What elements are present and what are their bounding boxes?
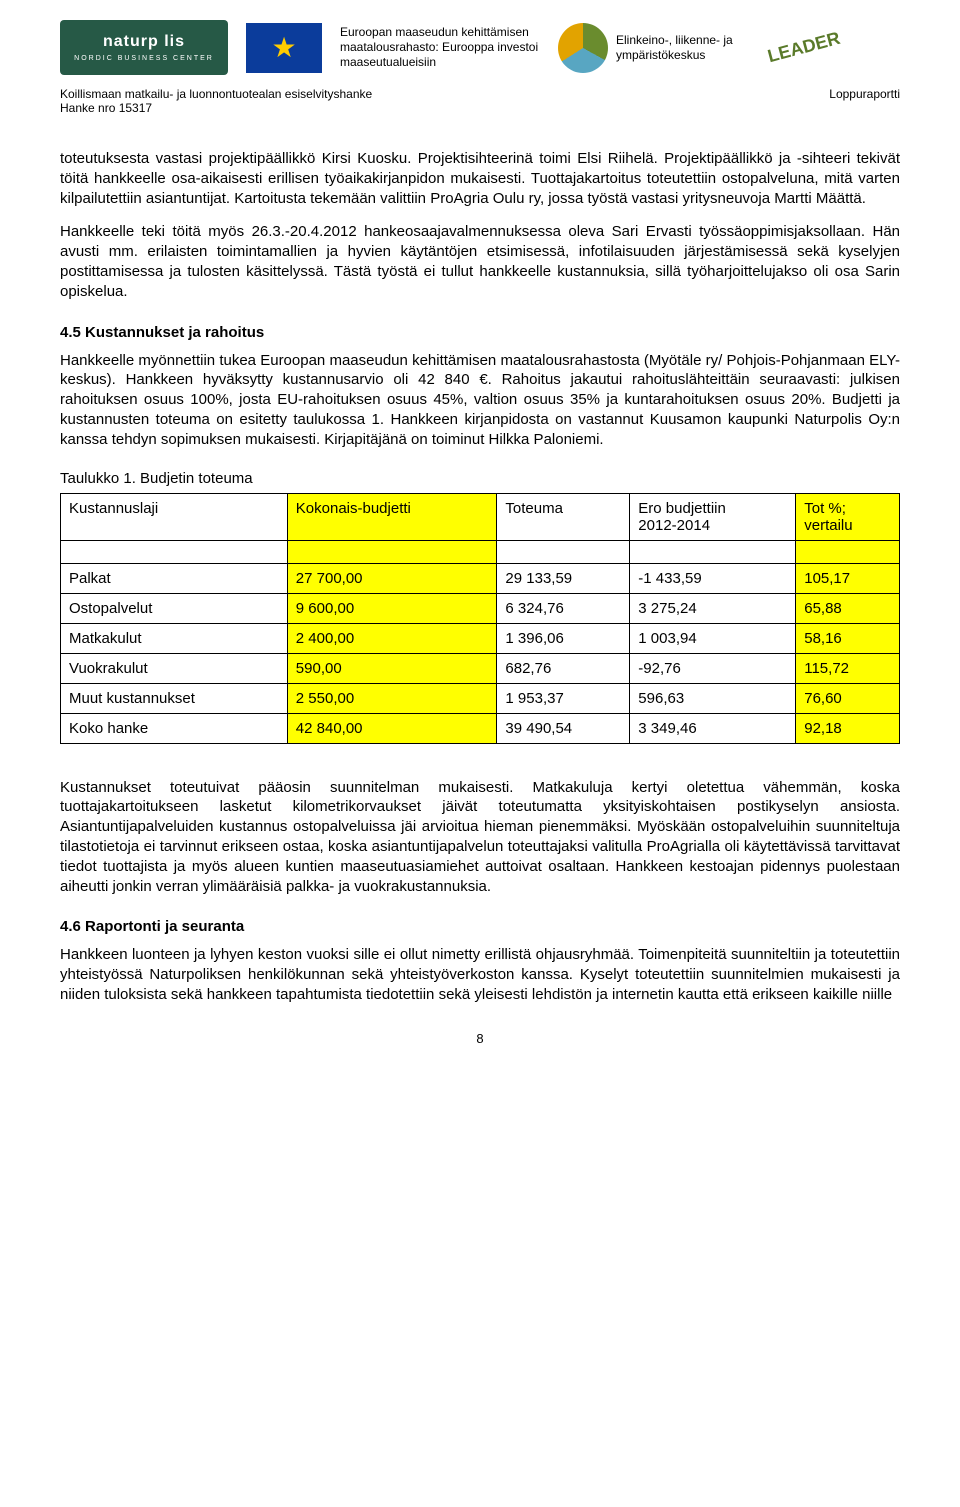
row-budget: 2 550,00 <box>287 683 497 713</box>
ely-swirl-icon <box>558 23 608 73</box>
row-diff: -92,76 <box>630 653 796 683</box>
logo-leader: LEADER <box>768 13 840 82</box>
row-pct: 115,72 <box>796 653 900 683</box>
col-kokonaisbudjetti: Kokonais-budjetti <box>287 493 497 540</box>
paragraph-2: Hankkeelle teki töitä myös 26.3.-20.4.20… <box>60 222 900 301</box>
subtitle-left: Koillismaan matkailu- ja luonnontuoteala… <box>60 87 372 115</box>
page-number: 8 <box>60 1031 900 1046</box>
paragraph-1: toteutuksesta vastasi projektipäällikkö … <box>60 149 900 208</box>
subtitle-left-line2: Hanke nro 15317 <box>60 101 372 115</box>
col-tot-pct: Tot %;vertailu <box>796 493 900 540</box>
table-row: Muut kustannukset2 550,001 953,37596,637… <box>61 683 900 713</box>
table-caption: Taulukko 1. Budjetin toteuma <box>60 470 900 487</box>
subtitle-right: Loppuraportti <box>829 87 900 115</box>
col-ero: Ero budjettiin2012-2014 <box>630 493 796 540</box>
row-actual: 6 324,76 <box>497 593 630 623</box>
row-name: Matkakulut <box>61 623 288 653</box>
budget-table: Kustannuslaji Kokonais-budjetti Toteuma … <box>60 493 900 744</box>
row-pct: 58,16 <box>796 623 900 653</box>
paragraph-3: Hankkeelle myönnettiin tukea Euroopan ma… <box>60 351 900 450</box>
logo-eu-flag: ★ <box>246 23 322 73</box>
row-name: Vuokrakulut <box>61 653 288 683</box>
table-row: Matkakulut2 400,001 396,061 003,9458,16 <box>61 623 900 653</box>
total-actual: 39 490,54 <box>497 713 630 743</box>
row-budget: 27 700,00 <box>287 563 497 593</box>
row-pct: 65,88 <box>796 593 900 623</box>
row-diff: 1 003,94 <box>630 623 796 653</box>
eu-fund-text: Euroopan maaseudun kehittämisen maatalou… <box>340 25 540 70</box>
col-kustannuslaji: Kustannuslaji <box>61 493 288 540</box>
col-toteuma: Toteuma <box>497 493 630 540</box>
ely-text: Elinkeino-, liikenne- ja ympäristökeskus <box>616 33 756 62</box>
row-pct: 105,17 <box>796 563 900 593</box>
paragraph-4: Kustannukset toteutuivat pääosin suunnit… <box>60 778 900 897</box>
row-diff: 596,63 <box>630 683 796 713</box>
table-row: Ostopalvelut9 600,006 324,763 275,2465,8… <box>61 593 900 623</box>
row-budget: 2 400,00 <box>287 623 497 653</box>
logo-ely: Elinkeino-, liikenne- ja ympäristökeskus <box>558 23 756 73</box>
row-budget: 590,00 <box>287 653 497 683</box>
section-4-5-heading: 4.5 Kustannukset ja rahoitus <box>60 324 900 341</box>
naturpolis-sub: NORDIC BUSINESS CENTER <box>74 55 214 62</box>
section-4-6-heading: 4.6 Raportonti ja seuranta <box>60 918 900 935</box>
table-header-row: Kustannuslaji Kokonais-budjetti Toteuma … <box>61 493 900 540</box>
total-budget: 42 840,00 <box>287 713 497 743</box>
table-total-row: Koko hanke 42 840,00 39 490,54 3 349,46 … <box>61 713 900 743</box>
total-diff: 3 349,46 <box>630 713 796 743</box>
row-budget: 9 600,00 <box>287 593 497 623</box>
naturpolis-brand: naturp lis <box>103 33 185 51</box>
row-actual: 1 953,37 <box>497 683 630 713</box>
row-actual: 682,76 <box>497 653 630 683</box>
logo-naturpolis: naturp lis NORDIC BUSINESS CENTER <box>60 20 228 75</box>
table-row: Palkat27 700,0029 133,59-1 433,59105,17 <box>61 563 900 593</box>
row-name: Ostopalvelut <box>61 593 288 623</box>
row-name: Palkat <box>61 563 288 593</box>
total-name: Koko hanke <box>61 713 288 743</box>
row-name: Muut kustannukset <box>61 683 288 713</box>
table-row: Vuokrakulut590,00682,76-92,76115,72 <box>61 653 900 683</box>
row-diff: -1 433,59 <box>630 563 796 593</box>
row-actual: 1 396,06 <box>497 623 630 653</box>
header-logos: naturp lis NORDIC BUSINESS CENTER ★ Euro… <box>60 20 900 81</box>
row-diff: 3 275,24 <box>630 593 796 623</box>
sub-header: Koillismaan matkailu- ja luonnontuoteala… <box>60 87 900 115</box>
row-pct: 76,60 <box>796 683 900 713</box>
row-actual: 29 133,59 <box>497 563 630 593</box>
total-pct: 92,18 <box>796 713 900 743</box>
subtitle-left-line1: Koillismaan matkailu- ja luonnontuoteala… <box>60 87 372 101</box>
paragraph-5: Hankkeen luonteen ja lyhyen keston vuoks… <box>60 945 900 1004</box>
